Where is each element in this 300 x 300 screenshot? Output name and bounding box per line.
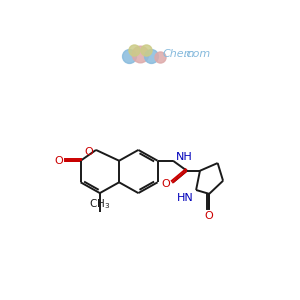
Text: O: O bbox=[205, 211, 214, 221]
Text: NH: NH bbox=[176, 152, 193, 162]
Text: O: O bbox=[162, 179, 170, 189]
Text: O: O bbox=[54, 156, 63, 166]
Text: Chem: Chem bbox=[163, 50, 196, 59]
Text: .com: .com bbox=[183, 50, 210, 59]
Text: CH$_3$: CH$_3$ bbox=[89, 197, 110, 211]
Text: O: O bbox=[84, 147, 93, 157]
Text: HN: HN bbox=[177, 193, 194, 203]
